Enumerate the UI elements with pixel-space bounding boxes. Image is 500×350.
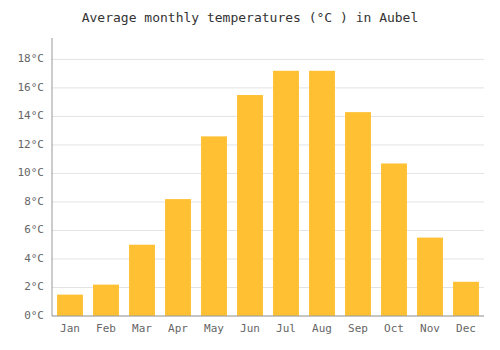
bar [237,95,263,316]
y-axis-line [52,38,53,316]
grid-line [52,201,484,202]
chart-svg: 0°C 2°C 4°C 6°C 8°C 10°C 12°C 14°C 16°C 18°C Jan Fe… [0,0,500,350]
bar [93,285,119,316]
grid [52,59,484,316]
y-tick-label: 6°C [24,223,44,236]
y-tick-label: 0°C [24,309,44,322]
y-tick-label: 14°C [18,109,45,122]
x-tick-label: Mar [132,322,152,335]
grid-line [52,173,484,174]
y-tick-label: 10°C [18,166,45,179]
x-axis-line [52,316,484,317]
x-tick-label: Jul [276,322,296,335]
y-tick-label: 4°C [24,252,44,265]
bars [57,71,479,316]
bar [381,163,407,316]
bar [345,112,371,316]
x-tick-label: Jan [60,322,80,335]
grid-line [52,116,484,117]
grid-line [52,87,484,88]
y-tick-label: 8°C [24,195,44,208]
bar [57,295,83,316]
bar [417,238,443,316]
bar [453,282,479,316]
x-tick-label: Dec [456,322,476,335]
x-tick-label: Feb [96,322,116,335]
bar [309,71,335,316]
x-tick-label: Aug [312,322,332,335]
y-tick-label: 12°C [18,138,45,151]
grid-line [52,144,484,145]
bar [165,199,191,316]
bar [273,71,299,316]
y-tick-label: 2°C [24,280,44,293]
x-tick-label: Oct [384,322,404,335]
grid-line [52,230,484,231]
bar [201,136,227,316]
x-tick-label: Sep [348,322,368,335]
chart-container: 0°C 2°C 4°C 6°C 8°C 10°C 12°C 14°C 16°C 18°C Jan Fe… [0,0,500,350]
grid-line [52,59,484,60]
y-tick-label: 18°C [18,52,45,65]
x-tick-label: Jun [240,322,260,335]
x-tick-label: Nov [420,322,440,335]
x-tick-label: May [204,322,224,335]
x-tick-label: Apr [168,322,188,335]
y-tick-label: 16°C [18,81,45,94]
bar [129,245,155,316]
grid-line [52,316,484,317]
title: Average monthly temperatures (°C ) in Au… [82,10,419,25]
